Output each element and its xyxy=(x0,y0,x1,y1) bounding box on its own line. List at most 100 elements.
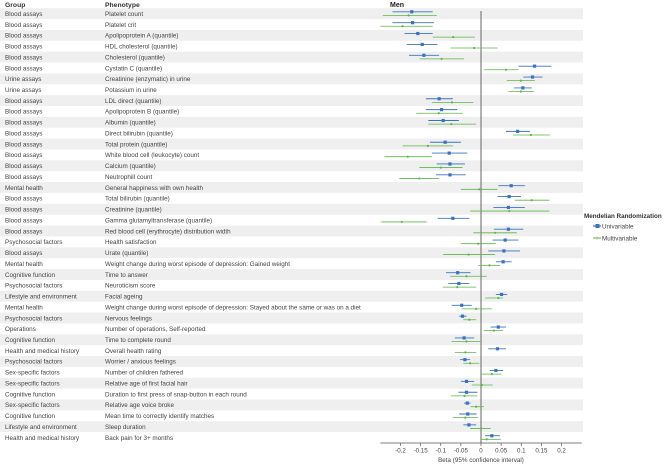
row-phenotype-label: Cystatin C (quantile) xyxy=(105,65,162,72)
multivariable-point xyxy=(467,253,470,256)
group-column-header: Group xyxy=(5,2,25,9)
univariable-point xyxy=(490,434,494,438)
row-phenotype-label: Red blood cell (erythrocyte) distributio… xyxy=(105,228,231,235)
univariable-point xyxy=(463,358,467,362)
legend-univariable-label: Univariable xyxy=(602,224,634,231)
row-phenotype-label: Number of children fathered xyxy=(105,370,184,377)
multivariable-point xyxy=(464,351,467,354)
row-stripe xyxy=(0,269,583,280)
row-group-label: Urine assays xyxy=(5,76,41,83)
row-group-label: Health and medical history xyxy=(5,348,80,355)
x-tick-label: 0 xyxy=(479,448,483,455)
row-stripes xyxy=(0,8,583,433)
univariable-point xyxy=(465,401,469,405)
row-group-label: Blood assays xyxy=(5,98,42,105)
row-phenotype-label: White blood cell (leukocyte) count xyxy=(105,152,199,159)
row-phenotype-label: Cholesterol (quantile) xyxy=(105,54,165,61)
multivariable-point xyxy=(475,405,478,408)
multivariable-point xyxy=(456,286,459,289)
legend-multivariable-label: Multivariable xyxy=(602,236,638,243)
row-phenotype-label: Relative age voice broke xyxy=(105,402,174,409)
row-phenotype-label: Duration to first press of snap-button i… xyxy=(105,391,247,398)
univariable-point xyxy=(466,412,470,416)
univariable-point xyxy=(441,118,445,123)
row-stripe xyxy=(0,334,583,346)
univariable-point xyxy=(447,151,451,155)
row-stripe xyxy=(0,290,583,302)
multivariable-point xyxy=(465,275,468,278)
row-group-label: Lifestyle and environment xyxy=(5,424,77,431)
univariable-point xyxy=(457,281,461,286)
row-stripe xyxy=(0,377,583,389)
row-stripe xyxy=(0,356,583,367)
multivariable-point xyxy=(440,57,443,60)
phenotype-column-header: Phenotype xyxy=(105,2,140,9)
univariable-point xyxy=(464,390,469,394)
row-phenotype-label: Health satisfaction xyxy=(105,239,157,246)
row-phenotype-label: HDL cholesterol (quantile) xyxy=(105,44,178,51)
row-group-label: Psychosocial factors xyxy=(5,359,62,366)
legend: Mendelian Randomization Univariable + Mu… xyxy=(584,213,662,243)
row-phenotype-label: Weight change during worst episode of de… xyxy=(105,261,290,268)
row-group-label: Blood assays xyxy=(5,11,42,18)
row-group-label: Sex-specific factors xyxy=(5,370,60,377)
x-tick-label: 0.05 xyxy=(495,448,508,455)
row-group-label: Cognitive function xyxy=(5,272,56,279)
row-phenotype-label: Albumin (quantile) xyxy=(105,120,156,127)
x-tick-label: 0.15 xyxy=(535,448,548,455)
row-group-label: Urine assays xyxy=(5,87,41,94)
multivariable-point xyxy=(426,144,429,147)
multivariable-point xyxy=(400,220,403,224)
univariable-point xyxy=(460,314,465,318)
row-phenotype-label: General happiness with own health xyxy=(105,185,204,192)
row-group-label: Blood assays xyxy=(5,130,42,137)
row-phenotype-label: Calcium (quantile) xyxy=(105,163,156,170)
row-phenotype-label: Number of operations, Self-reported xyxy=(105,326,206,333)
x-tick-label: -0.05 xyxy=(454,448,469,455)
row-group-label: Operations xyxy=(5,326,36,333)
univariable-point xyxy=(495,347,500,351)
row-phenotype-label: Facial ageing xyxy=(105,294,143,301)
row-phenotype-label: Sleep duration xyxy=(105,424,146,431)
row-phenotype-label: Platelet count xyxy=(105,11,143,18)
row-group-label: Blood assays xyxy=(5,33,42,40)
row-group-label: Psychosocial factors xyxy=(5,239,62,246)
row-group-label: Sex-specific factors xyxy=(5,380,60,387)
row-group-label: Blood assays xyxy=(5,250,42,257)
multivariable-point xyxy=(530,199,533,202)
row-phenotype-label: Weight change during worst episode of de… xyxy=(105,304,361,311)
univariable-point xyxy=(443,140,447,144)
multivariable-point xyxy=(406,155,409,158)
row-phenotype-label: Creatinine (enzymatic) in urine xyxy=(105,76,191,83)
x-axis-label: Beta (95% confidence interval) xyxy=(438,457,524,464)
row-group-label: Blood assays xyxy=(5,65,42,72)
row-phenotype-label: Creatinine (quantile) xyxy=(105,207,162,214)
multivariable-point xyxy=(492,329,495,332)
univariable-point xyxy=(506,227,510,231)
univariable-point xyxy=(506,205,510,210)
row-stripe xyxy=(0,160,583,172)
row-phenotype-label: Urate (quantile) xyxy=(105,250,148,257)
row-group-label: Blood assays xyxy=(5,141,42,148)
multivariable-point xyxy=(439,166,442,169)
row-stripe xyxy=(0,29,583,41)
x-tick-label: 0.1 xyxy=(517,448,526,455)
row-phenotype-label: Neuroticism score xyxy=(105,283,156,290)
row-phenotype-label: Potassium in urine xyxy=(105,87,157,94)
multivariable-point xyxy=(485,438,488,441)
row-group-label: Lifestyle and environment xyxy=(5,294,77,301)
univariable-point xyxy=(460,303,464,307)
row-group-label: Blood assays xyxy=(5,196,42,203)
row-stripe xyxy=(0,247,583,259)
univariable-point xyxy=(439,108,444,112)
row-group-label: Blood assays xyxy=(5,54,42,61)
row-phenotype-label: Nervous feelings xyxy=(105,315,152,322)
univariable-point xyxy=(509,184,513,188)
multivariable-point xyxy=(469,362,472,365)
row-stripe xyxy=(0,182,583,193)
multivariable-point xyxy=(519,79,522,82)
row-stripe xyxy=(0,203,583,215)
univariable-point xyxy=(499,292,504,297)
row-stripe xyxy=(0,399,583,411)
